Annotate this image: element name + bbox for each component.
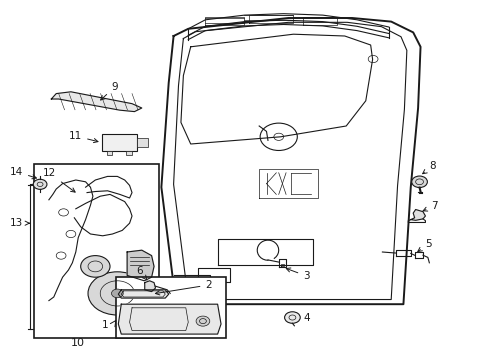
Circle shape: [411, 176, 427, 188]
Circle shape: [81, 256, 110, 277]
Circle shape: [33, 179, 47, 189]
Text: 3: 3: [285, 268, 309, 281]
Text: 2: 2: [155, 280, 212, 295]
Polygon shape: [51, 92, 142, 112]
Circle shape: [88, 272, 146, 315]
Polygon shape: [118, 304, 221, 334]
Circle shape: [111, 289, 123, 298]
Text: 5: 5: [417, 239, 431, 252]
Text: 9: 9: [101, 82, 118, 100]
Text: 14: 14: [10, 167, 36, 179]
Bar: [102, 134, 137, 151]
Text: 4: 4: [303, 313, 309, 323]
Text: 6: 6: [136, 266, 147, 280]
Circle shape: [284, 312, 300, 323]
Polygon shape: [118, 290, 168, 298]
Text: 8: 8: [422, 161, 435, 174]
Polygon shape: [127, 250, 154, 281]
Text: 10: 10: [71, 338, 85, 348]
Text: 7: 7: [422, 201, 437, 211]
Text: 11: 11: [69, 131, 98, 143]
Text: 1: 1: [102, 320, 108, 330]
Text: 12: 12: [43, 168, 75, 192]
Bar: [106, 151, 112, 155]
Bar: [116, 277, 226, 338]
Polygon shape: [144, 281, 155, 292]
Polygon shape: [410, 210, 425, 220]
Bar: [137, 138, 147, 147]
Text: 13: 13: [10, 218, 29, 228]
Bar: [34, 164, 159, 338]
Circle shape: [196, 316, 209, 326]
Bar: [126, 151, 132, 155]
